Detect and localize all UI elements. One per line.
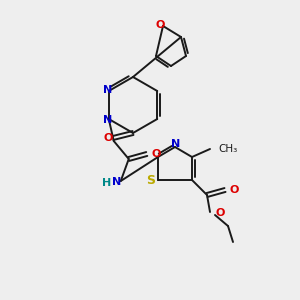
Text: O: O [230, 185, 239, 195]
Text: N: N [112, 177, 122, 187]
Text: N: N [171, 139, 181, 149]
Text: O: O [103, 133, 113, 143]
Text: CH₃: CH₃ [218, 144, 237, 154]
Text: N: N [103, 85, 112, 95]
Text: H: H [102, 178, 111, 188]
Text: N: N [103, 115, 112, 125]
Text: O: O [152, 149, 161, 159]
Text: O: O [155, 20, 165, 30]
Text: O: O [215, 208, 224, 218]
Text: S: S [146, 173, 155, 187]
